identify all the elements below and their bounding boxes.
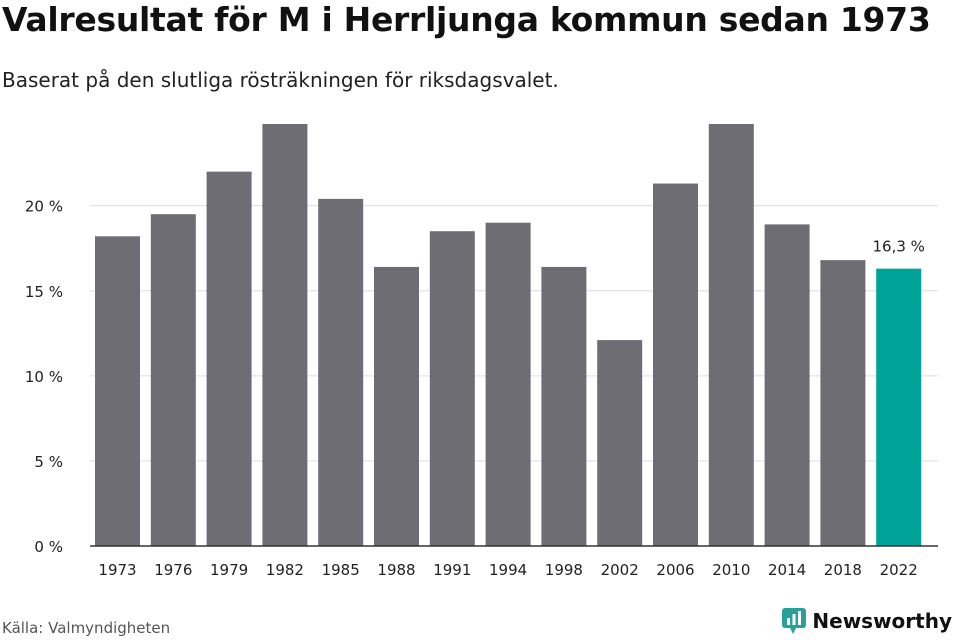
y-tick-label: 20 % [25,198,63,216]
chart-subtitle: Baserat på den slutliga rösträkningen fö… [2,68,559,92]
y-tick-label: 5 % [34,453,63,471]
x-tick-label: 1985 [322,561,360,579]
x-tick-label: 1982 [266,561,304,579]
bar-chart: 0 % 5 % 10 % 15 % 20 % 1973 1976 1979 1982 1985 19… [25,124,938,579]
bar [541,266,587,546]
bar [764,224,810,547]
y-tick-label: 10 % [25,368,63,386]
bar [206,171,252,547]
brand-name: Newsworthy [812,609,952,633]
bar [429,231,475,547]
x-tick-label: 1994 [489,561,527,579]
brand-logo[interactable]: Newsworthy [782,608,952,634]
x-tick-label: 1988 [377,561,415,579]
x-tick-label: 1991 [433,561,471,579]
bar [708,124,754,546]
x-tick-label: 2006 [656,561,694,579]
bar [820,260,866,546]
y-tick-label: 0 % [34,538,63,556]
bar [876,268,922,546]
chart-title: Valresultat för M i Herrljunga kommun se… [2,0,931,39]
x-tick-label: 1976 [154,561,192,579]
bar [262,124,308,546]
bar [150,214,196,546]
x-tick-label: 1979 [210,561,248,579]
bar [95,236,140,546]
bar [597,340,643,546]
x-tick-label: 1973 [98,561,136,579]
newsworthy-logo-icon [782,608,807,634]
data-label: 16,3 % [872,238,924,256]
bar [485,222,531,546]
x-tick-label: 2022 [880,561,918,579]
bar [653,183,698,546]
x-tick-label: 2014 [768,561,806,579]
x-tick-label: 2002 [601,561,639,579]
x-tick-label: 1998 [545,561,583,579]
source-note: Källa: Valmyndigheten [2,619,171,637]
x-tick-label: 2018 [824,561,862,579]
bar [374,266,419,546]
bar [318,198,364,546]
x-tick-label: 2010 [712,561,750,579]
y-tick-label: 15 % [25,283,63,301]
